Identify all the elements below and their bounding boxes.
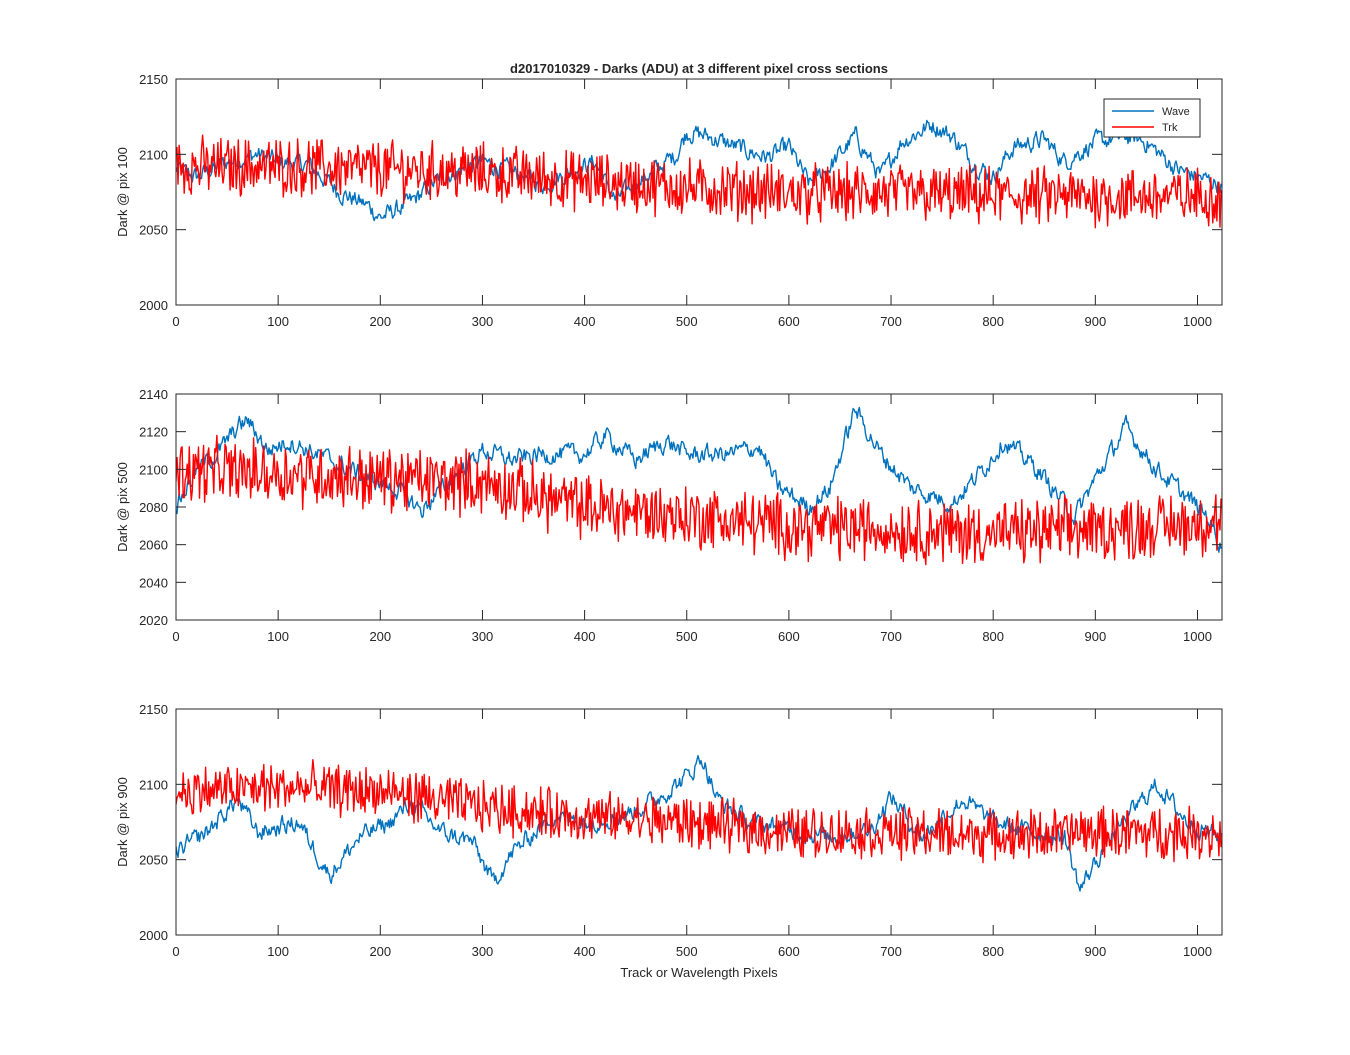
x-tick-label: 500 xyxy=(676,944,698,959)
legend-box xyxy=(1103,98,1201,138)
y-tick-label: 2150 xyxy=(139,72,168,87)
x-tick-label: 100 xyxy=(267,944,289,959)
x-tick-label: 800 xyxy=(982,944,1004,959)
y-tick-label: 2020 xyxy=(139,613,168,628)
x-tick-label: 0 xyxy=(172,314,179,329)
series-line-trk xyxy=(176,134,1222,229)
chart-title: d2017010329 - Darks (ADU) at 3 different… xyxy=(510,61,888,76)
chart-panel-1: 0 100 200 300 400 500 600 700 800 900 1000 2000 2050… xyxy=(115,72,1223,329)
y-tick-label: 2050 xyxy=(139,223,168,238)
x-tick-label: 300 xyxy=(472,629,494,644)
x-tick-label: 200 xyxy=(369,629,391,644)
axes-box xyxy=(175,708,1223,936)
y-tick-label: 2060 xyxy=(139,538,168,553)
x-tick-label: 600 xyxy=(778,314,800,329)
x-tick-label: 100 xyxy=(267,629,289,644)
x-tick-label: 700 xyxy=(880,629,902,644)
x-tick-label: 400 xyxy=(574,314,596,329)
y-tick-label: 2100 xyxy=(139,147,168,162)
x-tick-label: 300 xyxy=(472,314,494,329)
legend-label-wave: Wave xyxy=(1162,106,1190,118)
series-line-wave xyxy=(176,119,1222,222)
x-tick-label: 200 xyxy=(369,944,391,959)
y-tick-label: 2100 xyxy=(139,462,168,477)
x-tick-label: 1000 xyxy=(1183,314,1212,329)
x-tick-label: 600 xyxy=(778,944,800,959)
x-tick-label: 100 xyxy=(267,314,289,329)
series-line-trk xyxy=(176,759,1222,864)
x-tick-label: 0 xyxy=(172,944,179,959)
axes-box xyxy=(175,78,1223,306)
y-tick-label: 2000 xyxy=(139,928,168,943)
x-tick-label: 700 xyxy=(880,314,902,329)
y-axis-label: Dark @ pix 500 xyxy=(115,462,130,552)
chart-panel-2: 0 100 200 300 400 500 600 700 800 900 1000 2020 2040… xyxy=(115,387,1223,644)
x-tick-label: 800 xyxy=(982,314,1004,329)
y-tick-label: 2120 xyxy=(139,425,168,440)
x-tick-label: 900 xyxy=(1084,944,1106,959)
y-tick-label: 2140 xyxy=(139,387,168,402)
legend-label-trk: Trk xyxy=(1162,122,1178,134)
y-tick-label: 2150 xyxy=(139,702,168,717)
x-tick-label: 0 xyxy=(172,629,179,644)
x-tick-label: 200 xyxy=(369,314,391,329)
x-tick-label: 300 xyxy=(472,944,494,959)
y-axis-label: Dark @ pix 100 xyxy=(115,147,130,237)
x-axis-label: Track or Wavelength Pixels xyxy=(620,965,778,980)
y-tick-label: 2100 xyxy=(139,777,168,792)
y-axis-label: Dark @ pix 900 xyxy=(115,777,130,867)
x-tick-label: 500 xyxy=(676,314,698,329)
y-tick-label: 2000 xyxy=(139,298,168,313)
y-tick-label: 2080 xyxy=(139,500,168,515)
x-tick-label: 400 xyxy=(574,629,596,644)
y-tick-label: 2050 xyxy=(139,853,168,868)
series-line-trk xyxy=(176,434,1222,566)
legend: Wave Trk xyxy=(1103,98,1201,138)
x-tick-label: 800 xyxy=(982,629,1004,644)
x-tick-label: 600 xyxy=(778,629,800,644)
x-tick-label: 900 xyxy=(1084,629,1106,644)
x-tick-label: 700 xyxy=(880,944,902,959)
x-tick-label: 500 xyxy=(676,629,698,644)
x-tick-label: 400 xyxy=(574,944,596,959)
x-tick-label: 1000 xyxy=(1183,944,1212,959)
x-tick-label: 1000 xyxy=(1183,629,1212,644)
x-tick-label: 900 xyxy=(1084,314,1106,329)
chart-panel-3: 0 100 200 300 400 500 600 700 800 900 1000 2000 2050… xyxy=(115,702,1223,959)
y-tick-label: 2040 xyxy=(139,575,168,590)
